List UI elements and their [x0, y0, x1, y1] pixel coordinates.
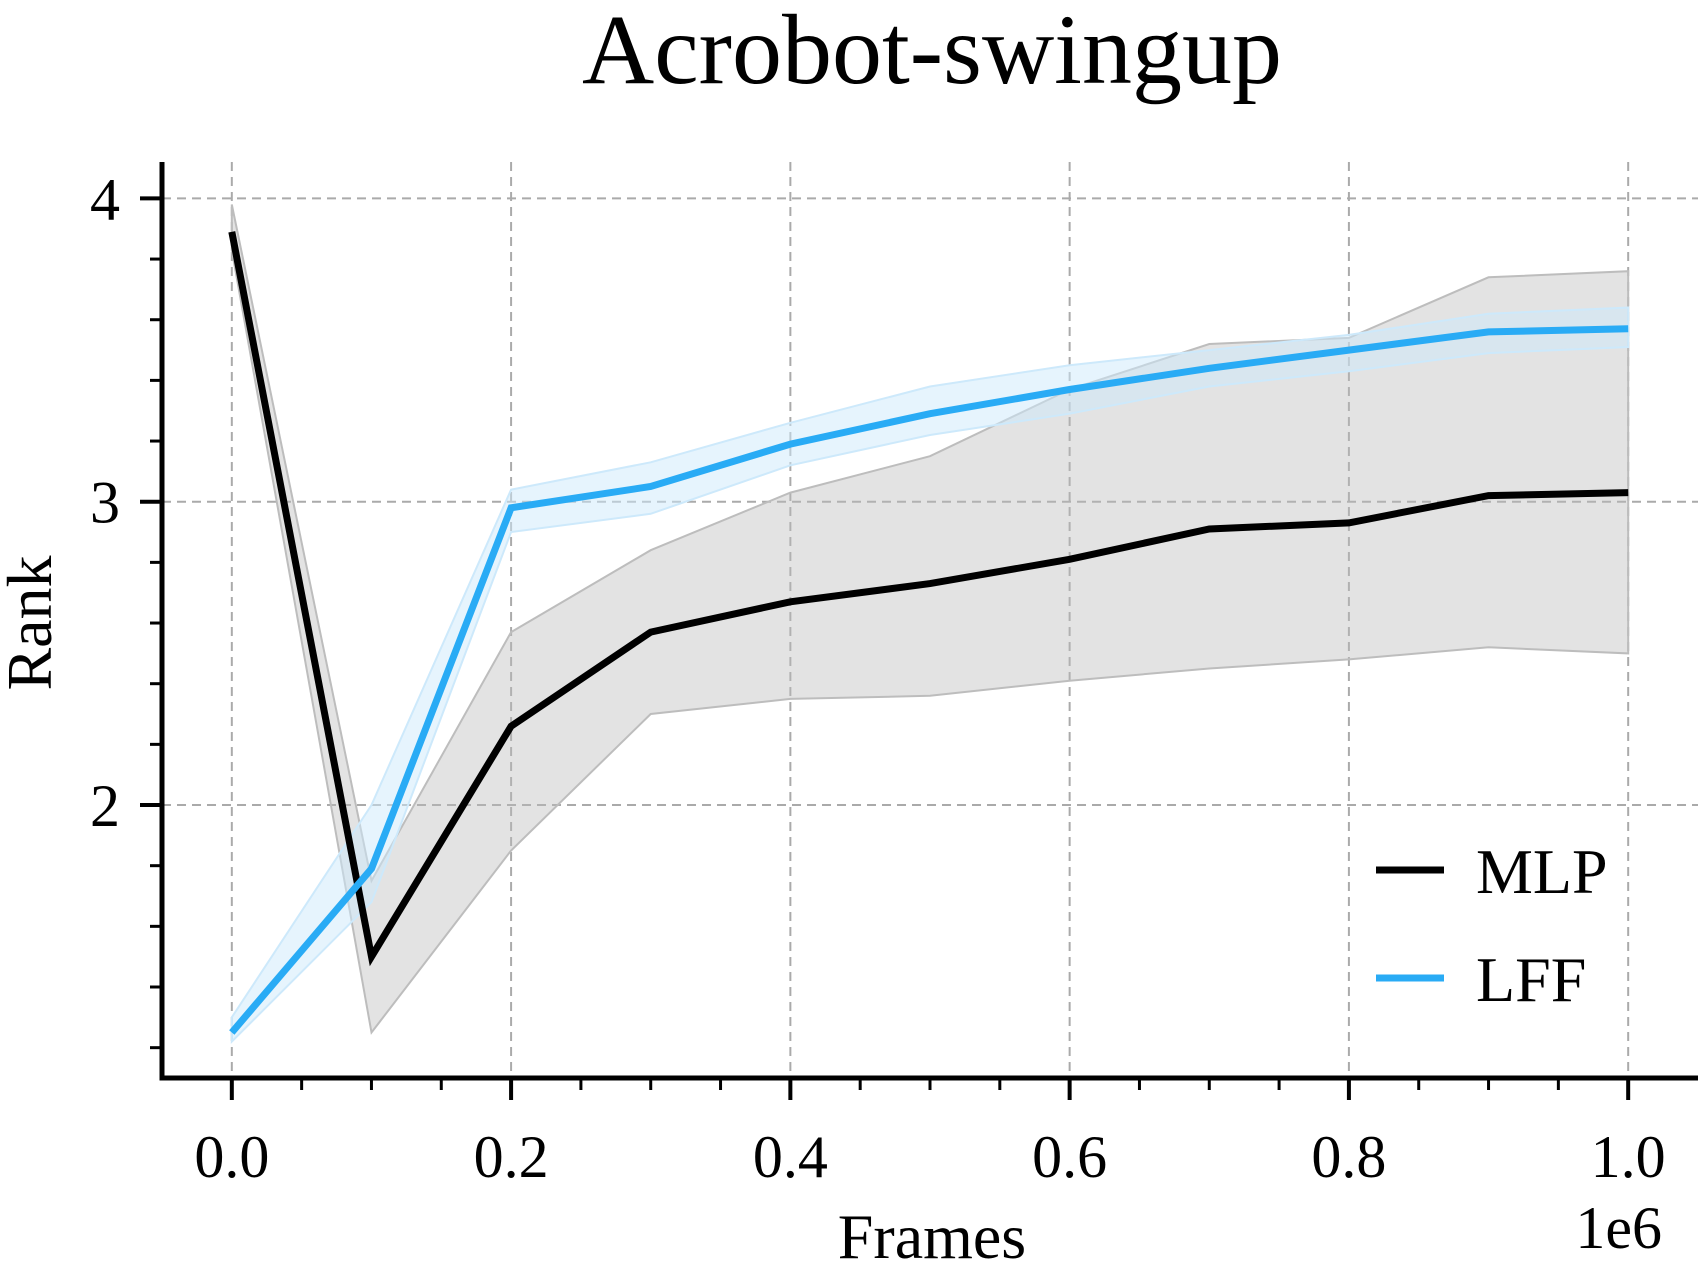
x-axis-label: Frames: [838, 1201, 1026, 1272]
y-axis-label: Rank: [0, 555, 65, 690]
legend-label-mlp: MLP: [1476, 836, 1608, 907]
chart-title: Acrobot-swingup: [582, 0, 1282, 105]
x-tick-label: 0.4: [753, 1124, 828, 1190]
x-tick-label: 0.2: [474, 1124, 549, 1190]
x-tick-label: 0.0: [194, 1124, 269, 1190]
x-tick-label: 0.6: [1032, 1124, 1107, 1190]
x-axis-offset-label: 1e6: [1575, 1195, 1662, 1261]
series-band-lff: [230, 306, 1630, 1045]
y-tick-label: 2: [90, 773, 120, 839]
series-band-mlp: [230, 204, 1630, 1035]
confidence-bands: [230, 204, 1630, 1045]
x-tick-label: 0.8: [1311, 1124, 1386, 1190]
y-axis-ticks: 2 3 4: [90, 166, 162, 1050]
x-axis-ticks: 0.0 0.2 0.4 0.6 0.8 1.0: [194, 1078, 1666, 1190]
legend: MLP LFF: [1376, 836, 1608, 1015]
y-tick-label: 4: [90, 166, 120, 232]
x-tick-label: 1.0: [1591, 1124, 1666, 1190]
y-tick-label: 3: [90, 470, 120, 536]
legend-label-lff: LFF: [1476, 944, 1586, 1015]
series-lines: [228, 231, 1629, 1035]
series-line-mlp: [228, 231, 1629, 967]
grid: [162, 162, 1698, 1078]
series-line-lff: [229, 325, 1629, 1035]
